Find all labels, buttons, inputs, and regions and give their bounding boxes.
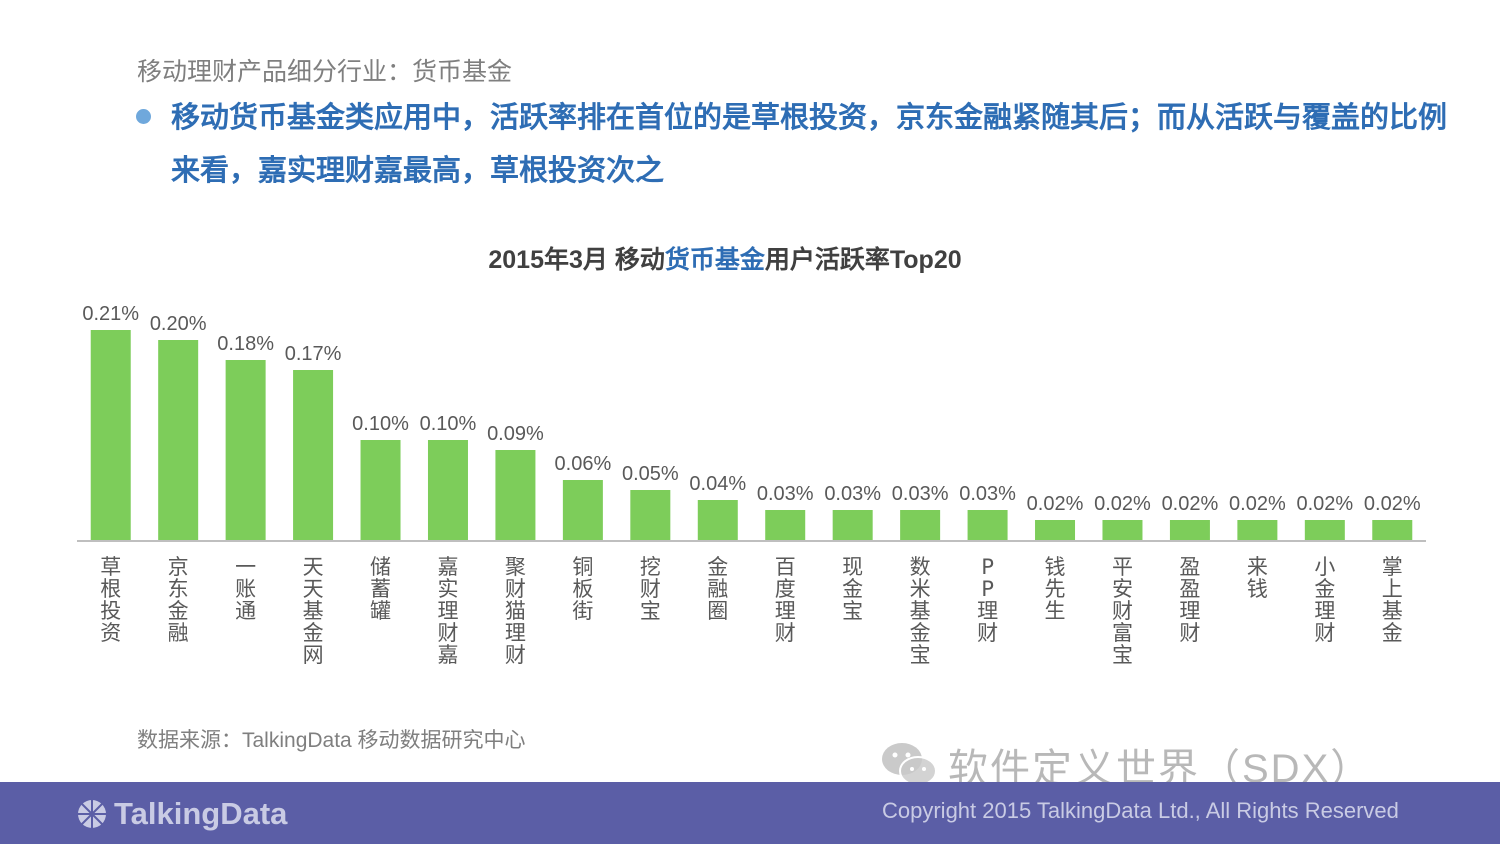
data-label-1: 0.21% xyxy=(82,303,139,325)
bar-17 xyxy=(1169,520,1210,540)
data-label-3: 0.18% xyxy=(217,333,274,355)
chart-title-post: 用户活跃率Top20 xyxy=(764,246,962,274)
category-label-5: 储蓄罐 xyxy=(370,555,391,623)
bullet-dot xyxy=(136,109,151,124)
bar-11 xyxy=(765,510,806,540)
data-label-5: 0.10% xyxy=(352,413,409,435)
bar-4 xyxy=(293,370,334,540)
data-label-15: 0.02% xyxy=(1027,493,1084,515)
category-label-12: 现金宝 xyxy=(842,555,863,623)
category-label-16: 平安财富宝 xyxy=(1112,555,1133,667)
bar-18 xyxy=(1237,520,1278,540)
bar-13 xyxy=(900,510,941,540)
category-label-15: 钱先生 xyxy=(1045,555,1066,623)
bar-8 xyxy=(562,480,603,540)
bar-7 xyxy=(495,450,536,540)
category-label-14: P P 理财 xyxy=(977,555,998,645)
chart-title-highlight: 货币基金 xyxy=(664,246,765,274)
category-label-8: 铜板街 xyxy=(572,555,593,623)
chart-title-pre: 2015年3月 移动 xyxy=(488,246,665,274)
section-title: 移动理财产品细分行业：货币基金 xyxy=(137,58,513,86)
category-label-10: 金融圈 xyxy=(707,555,728,623)
bar-9 xyxy=(630,490,671,540)
data-label-10: 0.04% xyxy=(689,473,746,495)
category-label-18: 来钱 xyxy=(1247,555,1268,601)
bar-20 xyxy=(1372,520,1413,540)
category-label-2: 京东金融 xyxy=(168,555,189,645)
bar-15 xyxy=(1035,520,1076,540)
category-label-17: 盈盈理财 xyxy=(1179,555,1200,645)
footer-logo: TalkingData xyxy=(76,796,287,832)
bar-14 xyxy=(967,510,1008,540)
bar-10 xyxy=(697,500,738,540)
category-label-6: 嘉实理财嘉 xyxy=(437,555,458,667)
category-label-4: 天天基金网 xyxy=(303,555,324,667)
data-label-11: 0.03% xyxy=(757,483,814,505)
category-label-9: 挖财宝 xyxy=(640,555,661,623)
data-label-2: 0.20% xyxy=(150,313,207,335)
bar-5 xyxy=(360,440,401,540)
logo-text: TalkingData xyxy=(114,796,288,831)
data-label-8: 0.06% xyxy=(555,453,612,475)
headline: 移动货币基金类应用中，活跃率排在首位的是草根投资，京东金融紧随其后；而从活跃与覆… xyxy=(171,102,1448,187)
bar-6 xyxy=(427,440,468,540)
data-label-18: 0.02% xyxy=(1229,493,1286,515)
data-label-13: 0.03% xyxy=(892,483,949,505)
talkingdata-logo-icon xyxy=(78,800,106,828)
bar-16 xyxy=(1102,520,1143,540)
data-label-19: 0.02% xyxy=(1296,493,1353,515)
category-label-1: 草根投资 xyxy=(100,555,121,645)
data-source: 数据来源：TalkingData 移动数据研究中心 xyxy=(137,729,526,752)
data-label-6: 0.10% xyxy=(420,413,477,435)
data-label-12: 0.03% xyxy=(824,483,881,505)
data-label-16: 0.02% xyxy=(1094,493,1151,515)
bar-19 xyxy=(1304,520,1345,540)
category-label-19: 小金理财 xyxy=(1314,555,1335,645)
bar-12 xyxy=(832,510,873,540)
chart-title: 2015年3月 移动货币基金用户活跃率Top20 xyxy=(0,240,1450,276)
data-label-7: 0.09% xyxy=(487,423,544,445)
data-label-20: 0.02% xyxy=(1364,493,1421,515)
footer-bar: TalkingData Copyright 2015 TalkingData L… xyxy=(0,782,1500,844)
bar-1 xyxy=(90,330,131,540)
category-label-11: 百度理财 xyxy=(775,555,796,645)
data-label-14: 0.03% xyxy=(959,483,1016,505)
copyright: Copyright 2015 TalkingData Ltd., All Rig… xyxy=(882,798,1399,823)
category-label-7: 聚财猫理财 xyxy=(505,555,526,667)
category-label-13: 数米基金宝 xyxy=(910,555,931,667)
bar-chart: 0.21% 草根投资 0.20% 京东金融 0.18% 一账通 0.17% 天天基金网 0.10… xyxy=(77,303,1426,667)
category-label-3: 一账通 xyxy=(235,555,256,623)
data-label-4: 0.17% xyxy=(285,343,342,365)
bar-3 xyxy=(225,360,266,540)
bar-2 xyxy=(158,340,199,540)
data-label-9: 0.05% xyxy=(622,463,679,485)
data-label-17: 0.02% xyxy=(1162,493,1219,515)
category-label-20: 掌上基金 xyxy=(1382,555,1403,645)
